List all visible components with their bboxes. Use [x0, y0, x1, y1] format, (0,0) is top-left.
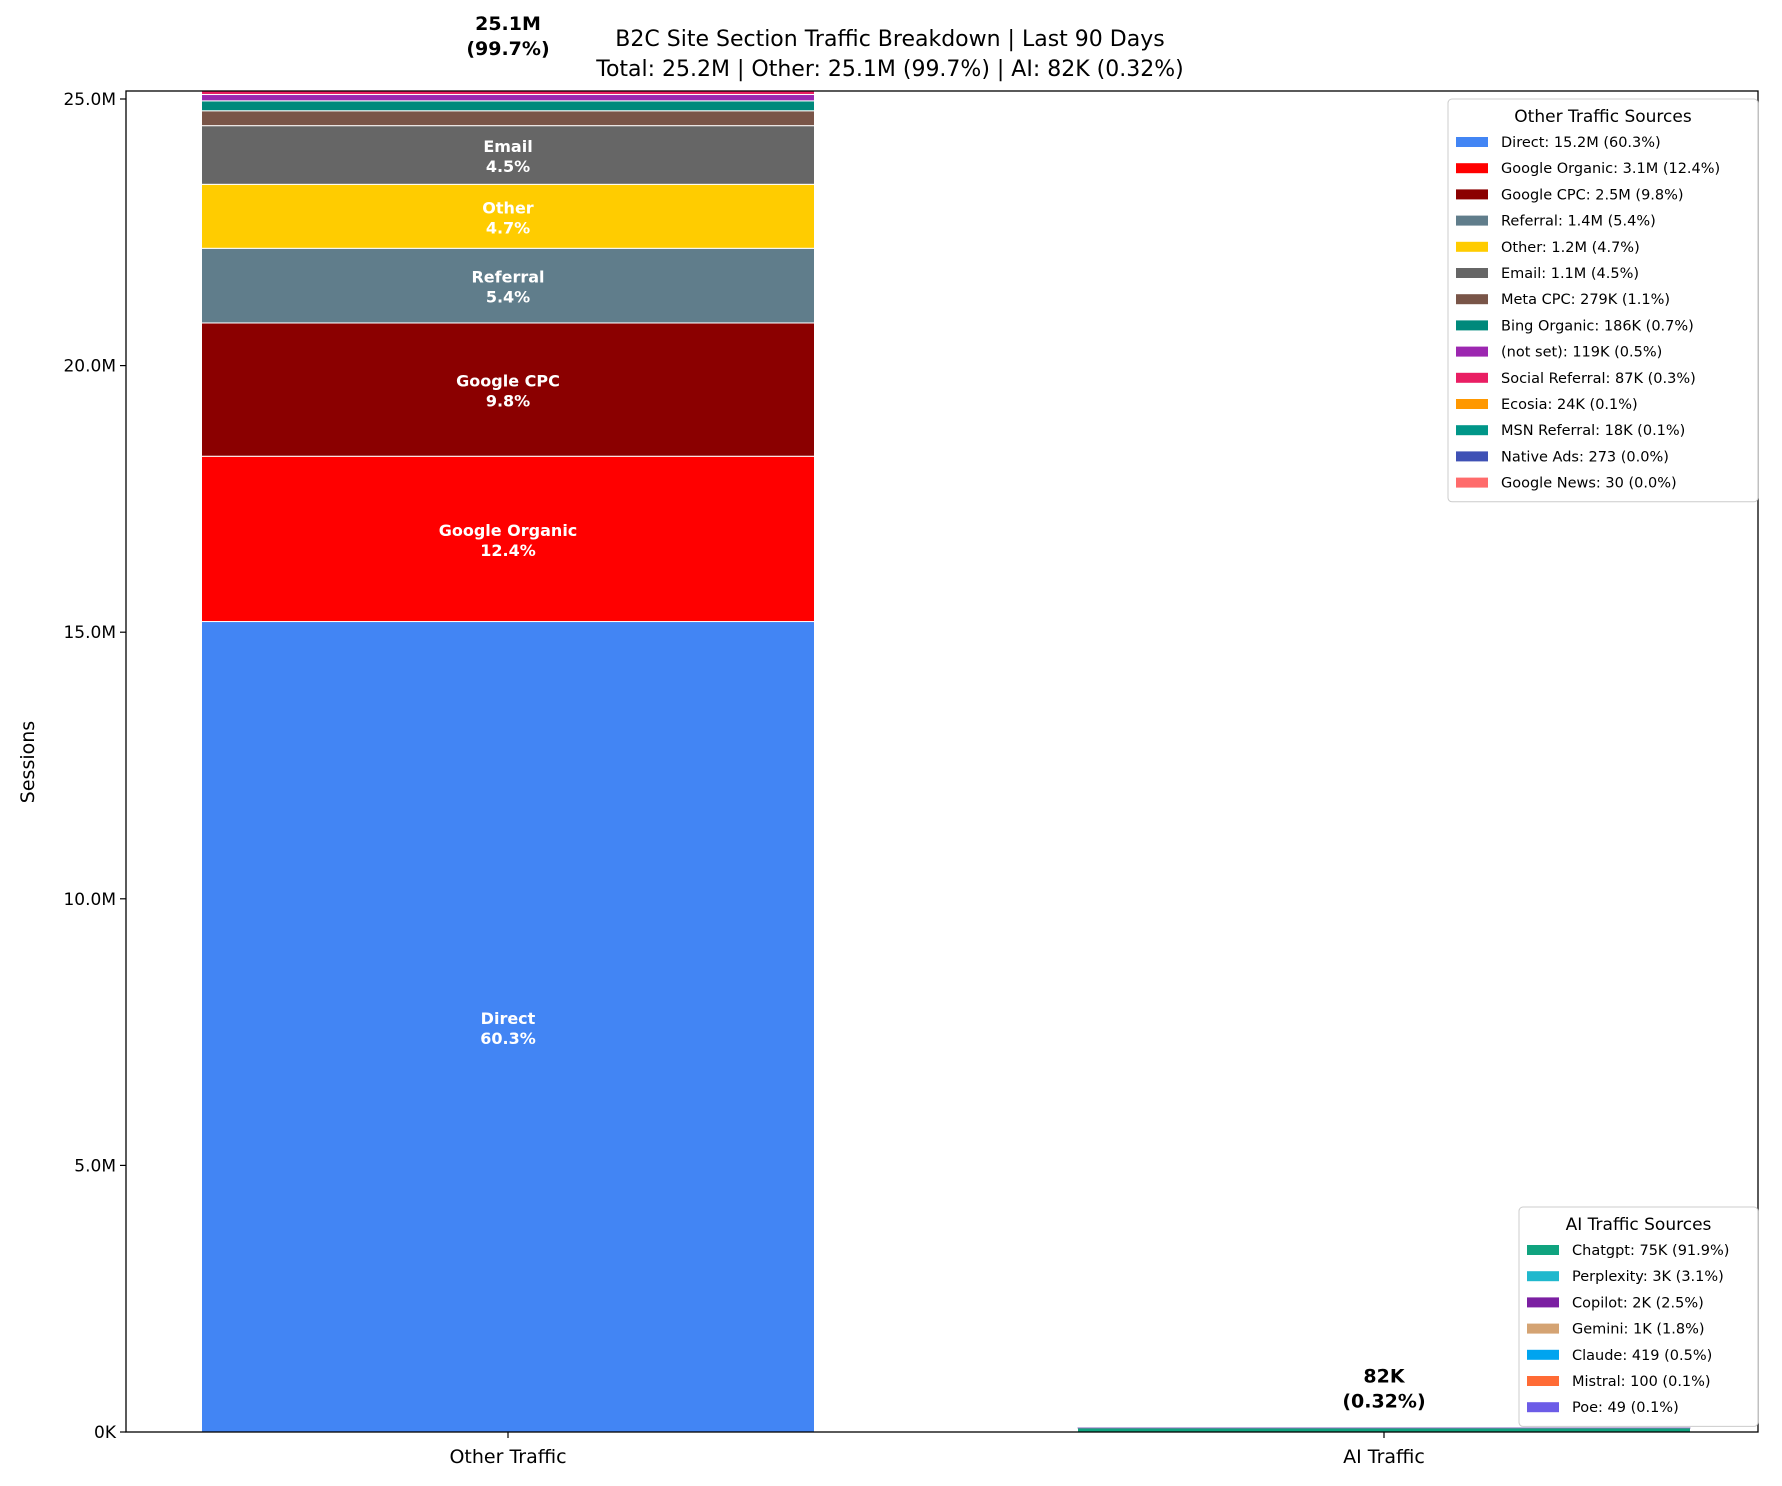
bar-segment-email: [201, 125, 815, 185]
bar-segment-direct: [201, 621, 815, 1432]
legend-swatch: [1456, 451, 1488, 462]
legend-entry: Referral: 1.4M (5.4%): [1501, 214, 1656, 230]
legend-swatch: [1527, 1402, 1559, 1413]
legend-swatch: [1456, 320, 1488, 331]
legend-swatch: [1456, 477, 1488, 488]
chart-title: B2C Site Section Traffic Breakdown | Las…: [615, 27, 1164, 52]
bar-segment-msn-referral: [202, 88, 815, 89]
y-tick-label: 0K: [94, 1423, 117, 1443]
legend-entry: (not set): 119K (0.5%): [1501, 345, 1662, 361]
bar-total-pct-label: (99.7%): [466, 38, 549, 60]
legend-entry: Mistral: 100 (0.1%): [1572, 1374, 1711, 1390]
legend-title: Other Traffic Sources: [1514, 107, 1692, 127]
y-axis-label: Sessions: [17, 721, 39, 803]
legend-swatch: [1456, 399, 1488, 409]
segment-label: Referral: [471, 268, 544, 287]
legend-swatch: [1527, 1271, 1559, 1282]
legend-entry: Poe: 49 (0.1%): [1572, 1400, 1679, 1416]
legend-swatch: [1527, 1376, 1559, 1386]
bar-segment-bing-organic: [201, 100, 815, 112]
segment-label: Google CPC: [456, 372, 560, 391]
legend-swatch: [1456, 294, 1488, 305]
legend-entry: Claude: 419 (0.5%): [1572, 1348, 1712, 1364]
segment-label: Other: [482, 198, 533, 217]
legend-swatch: [1456, 425, 1488, 436]
legend-swatch: [1456, 163, 1488, 174]
bar-total-label: 82K: [1363, 1366, 1405, 1388]
segment-label: Direct: [481, 1009, 536, 1028]
legend-title: AI Traffic Sources: [1566, 1215, 1712, 1235]
segment-pct-label: 5.4%: [486, 288, 530, 307]
bar-segment--not-set-: [201, 94, 815, 102]
chart-subtitle: Total: 25.2M | Other: 25.1M (99.7%) | AI…: [595, 57, 1183, 82]
y-tick-label: 10.0M: [63, 890, 116, 910]
bar-segment-google-organic: [201, 455, 815, 623]
legend-entry: Google Organic: 3.1M (12.4%): [1501, 161, 1720, 177]
legend-swatch: [1527, 1323, 1559, 1334]
legend-entry: Social Referral: 87K (0.3%): [1501, 371, 1696, 387]
y-tick-label: 5.0M: [74, 1156, 116, 1176]
y-tick-label: 25.0M: [63, 90, 116, 110]
bar-segment-google-cpc: [201, 322, 815, 457]
legend-swatch: [1456, 215, 1488, 226]
bar-segment-social-referral: [201, 91, 815, 96]
segment-pct-label: 4.7%: [486, 218, 530, 237]
segment-pct-label: 4.5%: [486, 157, 530, 176]
legend-entry: Bing Organic: 186K (0.7%): [1501, 318, 1694, 334]
legend-entry: Copilot: 2K (2.5%): [1572, 1295, 1704, 1311]
bar-segment-meta-cpc: [201, 110, 815, 127]
x-tick-label: AI Traffic: [1343, 1446, 1425, 1468]
segment-label: Google Organic: [439, 521, 578, 540]
bar-segment-ecosia: [202, 89, 815, 90]
legend-entry: Direct: 15.2M (60.3%): [1501, 135, 1661, 151]
y-tick-label: 20.0M: [63, 357, 116, 377]
segment-label: Email: [483, 137, 532, 156]
bar-segment-referral: [201, 247, 815, 324]
legend-entry: Native Ads: 273 (0.0%): [1501, 449, 1669, 465]
segment-pct-label: 12.4%: [480, 541, 536, 560]
legend-swatch: [1527, 1349, 1559, 1360]
bar-segment-other: [201, 183, 815, 249]
legend-entry: Google CPC: 2.5M (9.8%): [1501, 187, 1684, 203]
legend-swatch: [1527, 1297, 1559, 1308]
segment-pct-label: 9.8%: [486, 392, 530, 411]
legend-entry: Meta CPC: 279K (1.1%): [1501, 292, 1670, 308]
legend-swatch: [1527, 1245, 1559, 1255]
bar-total-label: 25.1M: [475, 13, 541, 35]
legend-box: [1518, 1206, 1759, 1427]
legend-swatch: [1456, 268, 1488, 278]
legend-swatch: [1456, 346, 1488, 357]
legend-swatch: [1456, 189, 1488, 200]
legend-swatch: [1456, 137, 1488, 147]
legend-entry: Chatgpt: 75K (91.9%): [1572, 1243, 1729, 1259]
axes-frame: [125, 90, 1759, 1433]
legend-entry: MSN Referral: 18K (0.1%): [1501, 423, 1685, 439]
x-tick-label: Other Traffic: [449, 1446, 566, 1468]
segment-pct-label: 60.3%: [480, 1029, 536, 1048]
legend-entry: Perplexity: 3K (3.1%): [1572, 1269, 1724, 1285]
y-tick-label: 15.0M: [63, 623, 116, 643]
bar-segment-native-ads: [202, 88, 815, 89]
legend-entry: Other: 1.2M (4.7%): [1501, 240, 1640, 256]
legend-entry: Email: 1.1M (4.5%): [1501, 266, 1639, 282]
bar-total-pct-label: (0.32%): [1342, 1391, 1425, 1413]
legend-entry: Gemini: 1K (1.8%): [1572, 1322, 1705, 1338]
legend-box: [1447, 98, 1759, 503]
legend-swatch: [1456, 372, 1488, 383]
bar-segment-poe: [1077, 1427, 1691, 1429]
legend-entry: Ecosia: 24K (0.1%): [1501, 397, 1638, 413]
bar-segment-google-news: [202, 88, 815, 89]
legend-entry: Google News: 30 (0.0%): [1501, 476, 1677, 492]
legend-swatch: [1456, 241, 1488, 252]
